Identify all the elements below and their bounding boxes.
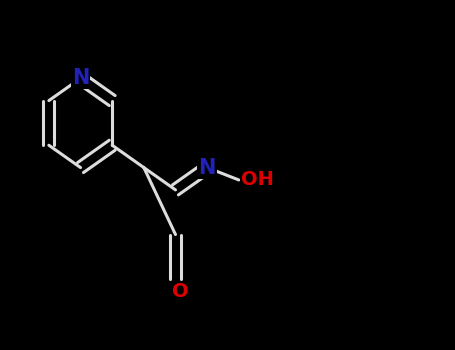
Text: O: O xyxy=(172,282,188,301)
Text: OH: OH xyxy=(241,170,274,189)
Text: N: N xyxy=(72,68,89,88)
Text: N: N xyxy=(198,158,216,177)
